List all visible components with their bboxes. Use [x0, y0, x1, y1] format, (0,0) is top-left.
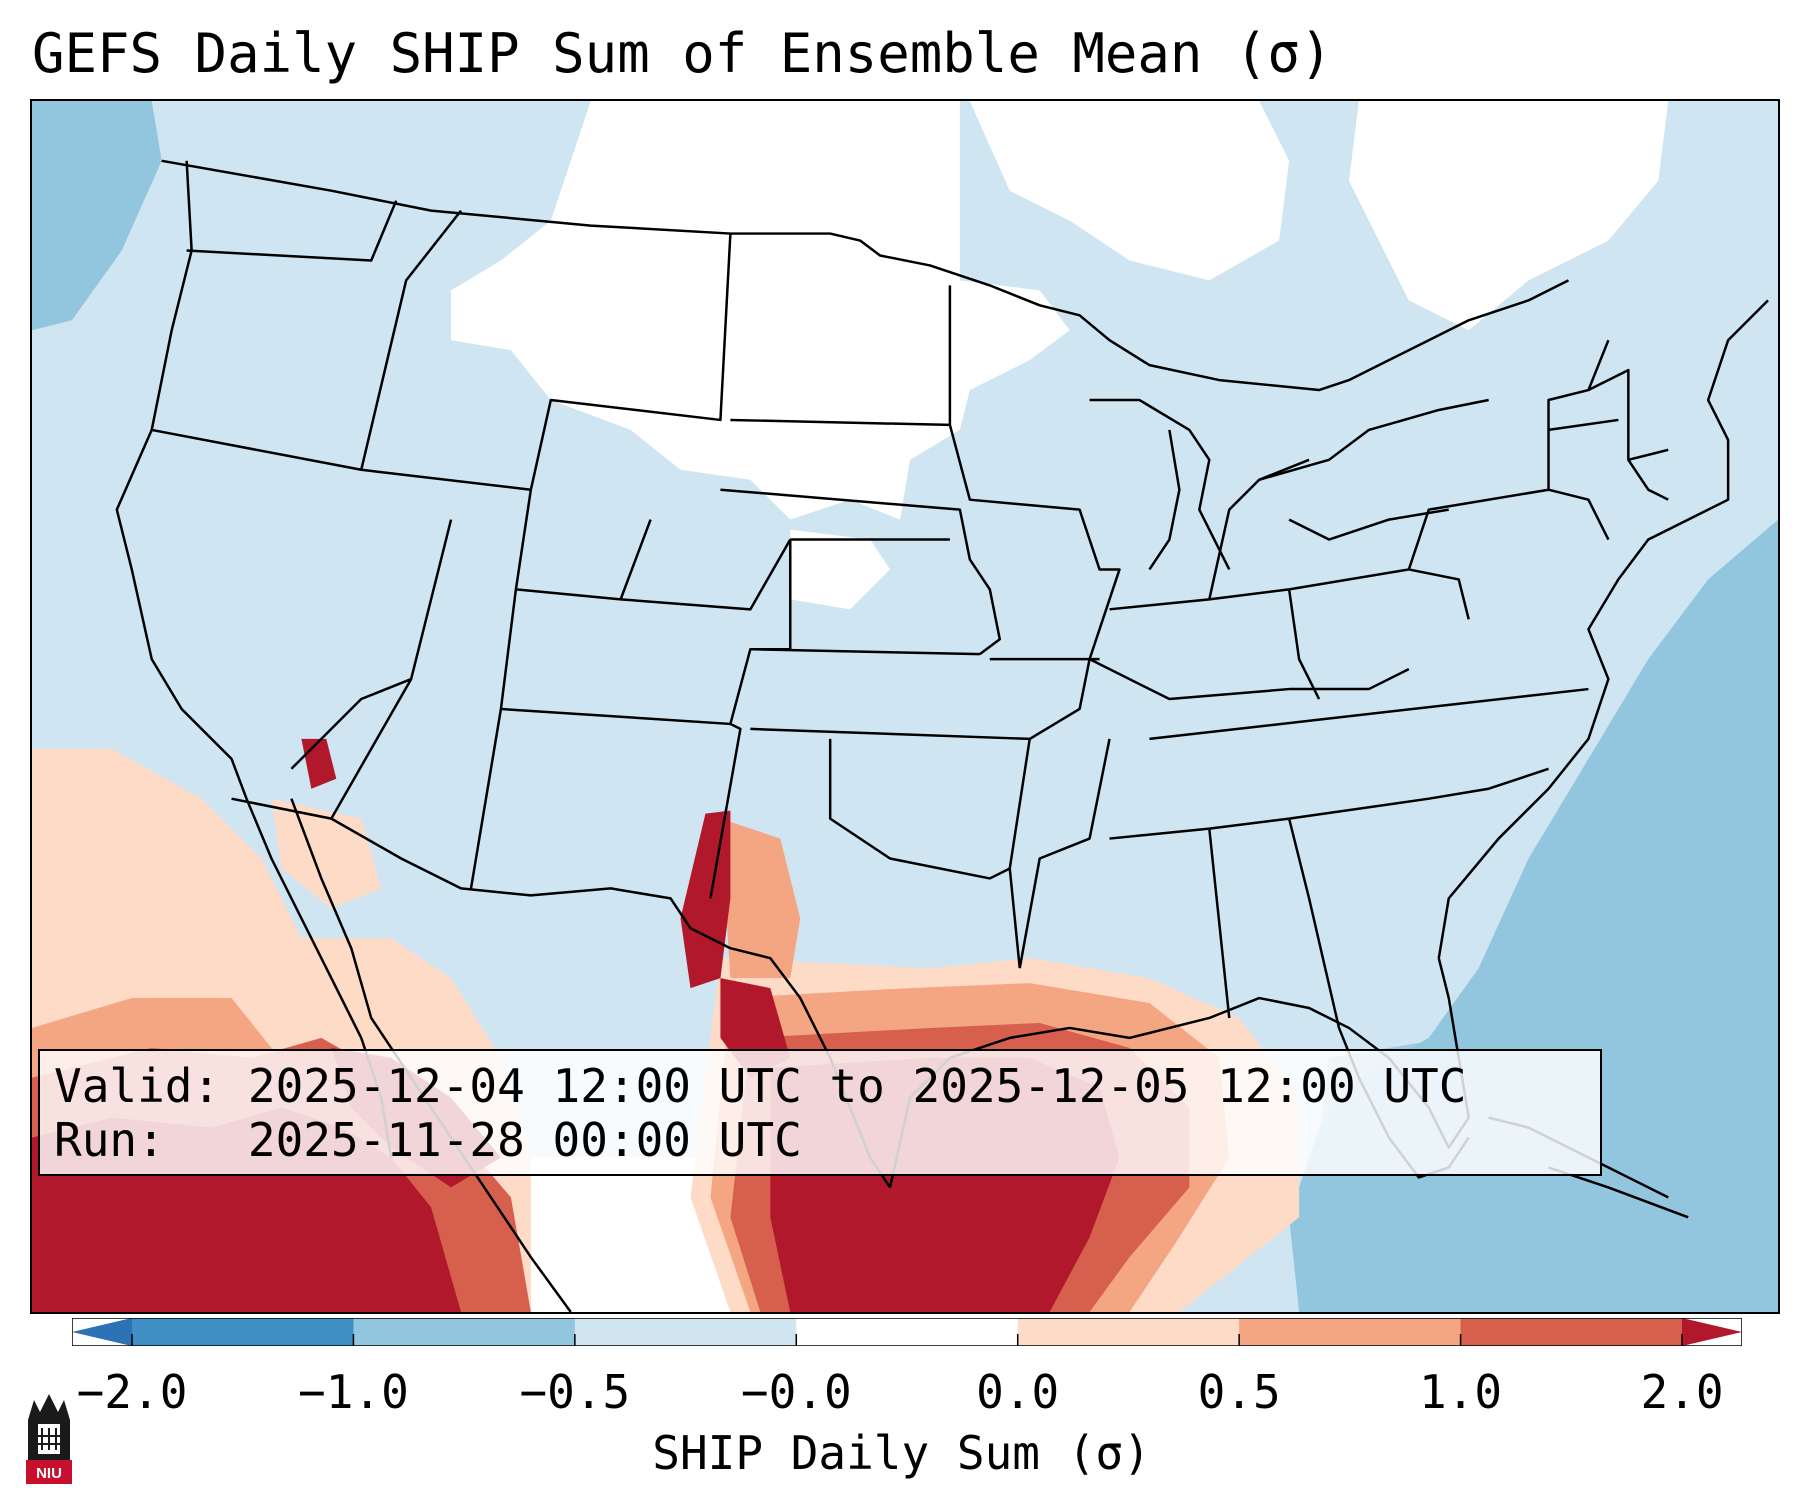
near-zero-region-plains — [790, 529, 891, 610]
niu-logo: NIU — [26, 1394, 72, 1484]
east-coast — [1437, 299, 1769, 959]
valid-label: Valid: — [54, 1059, 221, 1113]
northeast-states — [1407, 339, 1669, 570]
southwest-states — [330, 538, 980, 899]
valid-time-line: Valid: 2025-12-04 12:00 UTC to 2025-12-0… — [54, 1059, 1586, 1113]
political-borders — [115, 159, 1769, 1312]
ohio-valley-states — [1109, 458, 1470, 700]
validity-info-box: Valid: 2025-12-04 12:00 UTC to 2025-12-0… — [38, 1049, 1602, 1176]
run-value: 2025-11-28 00:00 UTC — [247, 1113, 802, 1167]
colorbar-tick-label: 0.0 — [976, 1365, 1060, 1419]
west-coast — [115, 160, 248, 800]
colorbar-extend-high — [1682, 1318, 1742, 1346]
colorbar-tick-label: −0.5 — [519, 1365, 631, 1419]
central-states — [948, 424, 1410, 969]
run-label: Run: — [54, 1113, 165, 1167]
moderate-positive-region-texas — [720, 818, 801, 979]
colorbar-bin — [353, 1318, 576, 1346]
colorbar-tick-label: 2.0 — [1640, 1365, 1724, 1419]
near-zero-region-north — [969, 101, 1290, 281]
light-positive-region-socal — [271, 798, 382, 909]
colorbar-label: SHIP Daily Sum (σ) — [652, 1426, 1151, 1480]
mountain-states — [290, 233, 792, 770]
colorbar-bin — [132, 1318, 354, 1346]
strong-positive-region-arizona — [301, 738, 337, 789]
colorbar-bin — [1460, 1318, 1683, 1346]
colorbar-bin — [1239, 1318, 1462, 1346]
negative-region-pacific-nw — [32, 101, 162, 331]
colorbar-bin — [1017, 1318, 1240, 1346]
colorbar-tick-label: −0.0 — [740, 1365, 852, 1419]
southern-states — [1018, 687, 1589, 1029]
colorbar — [72, 1318, 1742, 1346]
colorbar-tick-label: −2.0 — [76, 1365, 188, 1419]
near-zero-region-canada — [451, 101, 1070, 520]
colorbar-tick-label: 1.0 — [1419, 1365, 1503, 1419]
run-time-line: Run: 2025-11-28 00:00 UTC — [54, 1113, 1586, 1167]
colorbar-tick-label: −1.0 — [298, 1365, 409, 1419]
us-canada-border — [161, 159, 1570, 392]
pacific-northwest-states — [151, 200, 462, 472]
near-zero-region-east-canada — [1348, 101, 1669, 331]
great-lakes — [1089, 398, 1489, 571]
colorbar-tick-label: 0.5 — [1197, 1365, 1281, 1419]
niu-logo-text: NIU — [36, 1465, 62, 1482]
valid-value: 2025-12-04 12:00 UTC to 2025-12-05 12:00… — [247, 1059, 1467, 1113]
colorbar-extend-low — [72, 1318, 132, 1346]
colorbar-bin — [796, 1318, 1019, 1346]
colorbar-bin — [574, 1318, 797, 1346]
chart-title: GEFS Daily SHIP Sum of Ensemble Mean (σ) — [32, 22, 1333, 85]
